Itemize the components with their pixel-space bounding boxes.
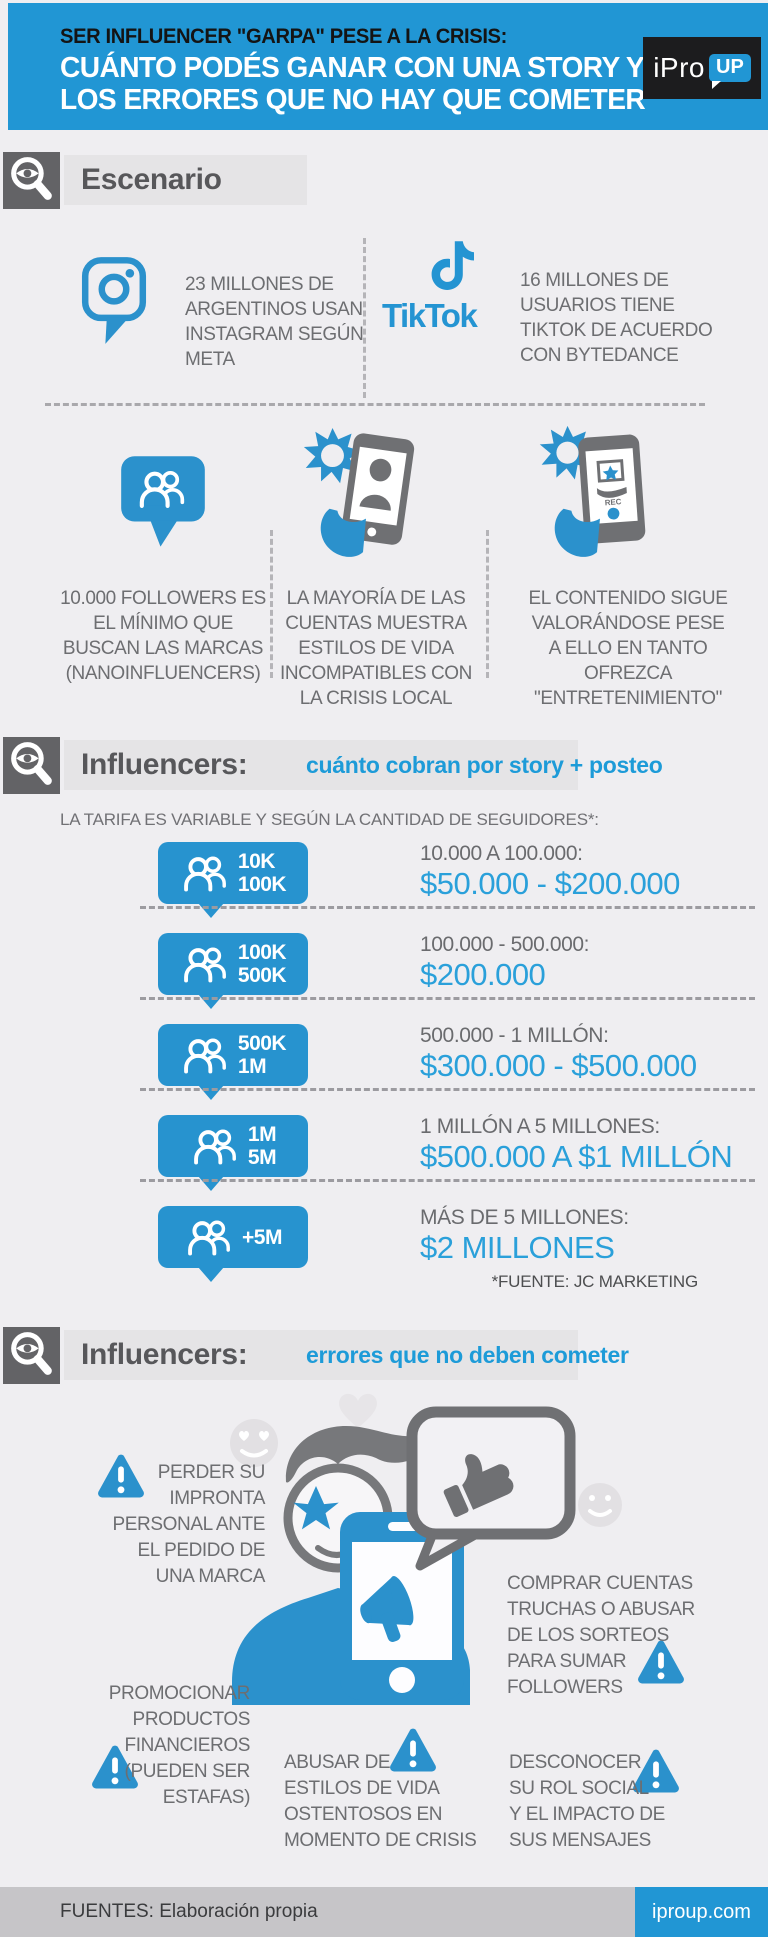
tariff-range: 500.000 - 1 MILLÓN:	[420, 1024, 609, 1047]
phone-rec-starburst-icon: REC	[539, 425, 646, 557]
thumbs-up-bubble-icon	[406, 1406, 576, 1571]
tiktok-note-icon	[431, 241, 474, 290]
heart-eyes-emoji-decoration	[230, 1419, 278, 1467]
badge-label: 100K 500K	[237, 941, 287, 987]
magnifier-eye-icon	[3, 152, 60, 209]
tariff-price: $300.000 - $500.000	[420, 1048, 697, 1083]
iproup-logo-up-badge: UP	[709, 54, 751, 89]
fact-lifestyle-text: LA MAYORÍA DE LAS CUENTAS MUESTRA ESTILO…	[279, 588, 473, 709]
badge-label: 10K 100K	[237, 850, 287, 896]
phone-selfie-starburst-icon	[303, 427, 415, 557]
footer-sources: FUENTES: Elaboración propia	[60, 1901, 318, 1922]
badge-label: 500K 1M	[237, 1032, 287, 1078]
tariff-range: MÁS DE 5 MILLONES:	[420, 1206, 629, 1229]
tariff-range: 100.000 - 500.000:	[420, 933, 590, 956]
iproup-logo-text: iPro	[653, 52, 705, 83]
section-errores-title: Influencers:	[81, 1338, 248, 1371]
row-divider	[140, 906, 755, 909]
badge-label: +5M	[242, 1225, 282, 1249]
fact-content-text: EL CONTENIDO SIGUE VALORÁNDOSE PESE A EL…	[528, 588, 728, 709]
vertical-divider	[363, 238, 366, 398]
followers-badge: 500K 1M	[158, 1024, 308, 1100]
tiktok-wordmark: TikTok	[382, 297, 478, 334]
warning-impronta: PERDER SU IMPRONTA PERSONAL ANTE EL PEDI…	[112, 1462, 266, 1587]
section-tarifas-subtitle: cuánto cobran por story + posteo	[306, 752, 663, 778]
section-escenario-header: Escenario	[64, 155, 307, 205]
instagram-stat-text: 23 MILLONES DE ARGENTINOS USAN INSTAGRAM…	[185, 274, 364, 370]
followers-bubble-icon	[121, 456, 205, 547]
tariff-price: $200.000	[420, 957, 546, 992]
influencer-illustration	[230, 1393, 622, 1705]
tariff-range: 1 MILLÓN A 5 MILLONES:	[420, 1115, 660, 1138]
source-note: *FUENTE: JC MARKETING	[491, 1272, 699, 1291]
tariff-intro-text: LA TARIFA ES VARIABLE Y SEGÚN LA CANTIDA…	[60, 810, 599, 829]
warning-productos-financieros: PROMOCIONAR PRODUCTOS FINANCIEROS (PUEDE…	[108, 1683, 251, 1808]
warning-estilos-ostentosos: ABUSAR DE ESTILOS DE VIDA OSTENTOSOS EN …	[284, 1752, 477, 1851]
smiley-emoji-decoration	[578, 1483, 622, 1527]
tariff-price: $2 MILLONES	[420, 1230, 615, 1265]
vertical-divider	[486, 530, 489, 678]
footer-site-link[interactable]: iproup.com	[635, 1887, 768, 1937]
magnifier-eye-icon	[3, 1327, 60, 1384]
followers-badge: 1M 5M	[158, 1115, 308, 1191]
badge-label: 1M 5M	[247, 1123, 277, 1169]
svg-text:REC: REC	[605, 497, 623, 507]
section-escenario-title: Escenario	[81, 163, 222, 196]
fact-followers-text: 10.000 FOLLOWERS ES EL MÍNIMO QUE BUSCAN…	[60, 588, 266, 684]
followers-badge: 100K 500K	[158, 933, 308, 1009]
header-title-line2: CUÁNTO PODÉS GANAR CON UNA STORY Y	[60, 52, 645, 84]
star-eye-icon	[293, 1486, 339, 1530]
section-tarifas-header: Influencers:	[64, 740, 578, 790]
heart-decoration	[339, 1393, 377, 1428]
tiktok-stat-text: 16 MILLONES DE USUARIOS TIENE TIKTOK DE …	[520, 270, 713, 366]
section-errores-header: Influencers:	[64, 1330, 578, 1380]
row-divider	[140, 1088, 755, 1091]
header-banner: SER INFLUENCER "GARPA" PESE A LA CRISIS:…	[8, 3, 768, 130]
followers-badge: 10K 100K	[158, 842, 308, 918]
magnifier-eye-icon	[3, 737, 60, 794]
tariff-price: $50.000 - $200.000	[420, 866, 680, 901]
followers-badge: +5M	[158, 1206, 308, 1282]
row-divider	[140, 1179, 755, 1182]
instagram-icon	[81, 257, 147, 344]
warning-cuentas-truchas: COMPRAR CUENTAS TRUCHAS O ABUSAR DE LOS …	[507, 1573, 695, 1698]
header-title-line1: SER INFLUENCER "GARPA" PESE A LA CRISIS:	[60, 25, 507, 48]
section-tarifas-title: Influencers:	[81, 748, 248, 781]
horizontal-divider	[45, 403, 705, 406]
tariff-price: $500.000 A $1 MILLÓN	[420, 1139, 733, 1174]
section-errores-subtitle: errores que no deben cometer	[306, 1342, 629, 1368]
header-title-line3: LOS ERRORES QUE NO HAY QUE COMETER	[60, 84, 646, 116]
row-divider	[140, 997, 755, 1000]
vertical-divider	[270, 530, 273, 678]
iproup-logo: iPro UP	[643, 37, 761, 99]
warning-rol-social: DESCONOCER SU ROL SOCIAL Y EL IMPACTO DE…	[509, 1752, 665, 1851]
tariff-range: 10.000 A 100.000:	[420, 842, 583, 865]
